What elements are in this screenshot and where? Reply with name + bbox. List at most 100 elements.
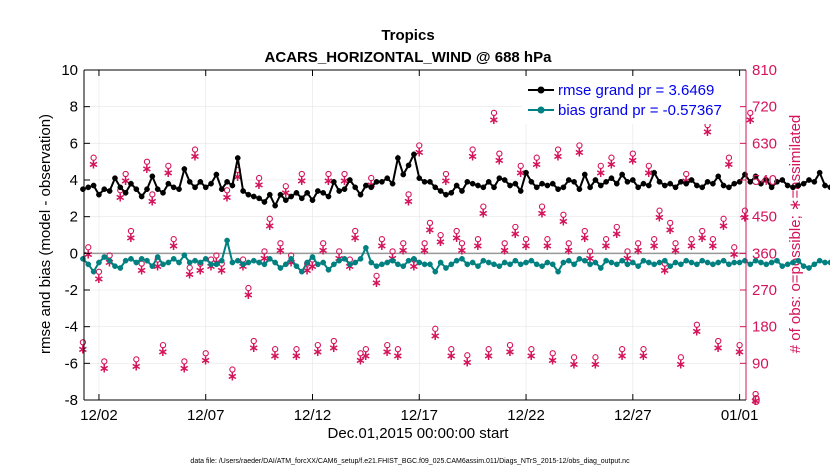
obs-possible-marker: [159, 341, 167, 349]
obs-count-point: ∗: [745, 109, 756, 128]
obs-count-point: ∗: [457, 240, 467, 258]
rmse-point: [256, 195, 262, 202]
bias-point: [624, 261, 631, 268]
obs-possible-marker: [378, 236, 386, 243]
bias-point: [325, 266, 332, 273]
obs-possible-marker: [635, 240, 642, 247]
bias-point: [678, 261, 684, 268]
obs-assimilated-marker: ∗: [339, 174, 350, 189]
obs-count-point: ∗: [627, 150, 638, 169]
legend-swatch-marker: [537, 86, 545, 94]
rmse-point: [768, 184, 775, 191]
rmse-point: [763, 177, 770, 183]
rmse-point: [277, 191, 284, 198]
rmse-point: [432, 184, 439, 191]
obs-count-point: ∗: [563, 240, 574, 258]
rmse-point: [747, 178, 754, 185]
obs-possible-marker: [213, 252, 220, 259]
rmse-point: [181, 166, 188, 172]
bias-point: [411, 255, 417, 262]
obs-count-point: ∗: [179, 358, 190, 376]
obs-count-point: ∗: [654, 207, 665, 226]
obs-assimilated-marker: ∗: [248, 341, 259, 356]
obs-possible-marker: [432, 325, 439, 332]
obs-count-point: ∗: [168, 236, 179, 254]
obs-possible-marker: [282, 183, 289, 190]
obs-possible-marker: [624, 248, 631, 255]
rmse-point: [437, 188, 444, 194]
obs-assimilated-marker: ∗: [168, 239, 179, 254]
obs-assimilated-marker: ∗: [227, 370, 238, 385]
bias-point: [96, 259, 102, 266]
rmse-point: [395, 155, 401, 161]
obs-assimilated-marker: ∗: [318, 243, 329, 258]
obs-count-point: ∗: [441, 170, 451, 189]
obs-assimilated-marker: ∗: [307, 260, 318, 275]
x-tick-label: 12/12: [294, 407, 332, 424]
obs-count-point: ∗: [328, 337, 339, 356]
obs-count-point: ∗: [750, 390, 761, 409]
obs-count-point: ∗: [446, 346, 457, 364]
rmse-point: [549, 180, 556, 187]
bias-point: [816, 257, 823, 264]
rmse-point: [336, 188, 343, 194]
obs-possible-marker: [314, 341, 321, 349]
obs-assimilated-marker: ∗: [328, 341, 339, 356]
bias-point: [106, 257, 113, 264]
bias-point: [528, 257, 535, 264]
bias-point: [629, 259, 636, 266]
obs-assimilated-marker: ∗: [505, 345, 516, 360]
obs-possible-marker: [725, 154, 733, 161]
obs-assimilated-marker: ∗: [376, 239, 387, 254]
obs-count-point: ∗: [435, 231, 446, 250]
obs-assimilated-marker: ∗: [259, 251, 270, 266]
rmse-point: [347, 177, 353, 183]
rmse-point: [800, 180, 807, 187]
obs-assimilated-marker: ∗: [686, 239, 697, 254]
obs-possible-marker: [656, 207, 663, 214]
obs-possible-marker: [133, 356, 140, 363]
bias-point: [613, 261, 620, 268]
bias-point: [117, 265, 124, 271]
obs-possible-marker: [400, 240, 407, 247]
obs-count-point: ∗: [510, 223, 521, 242]
bias-point: [533, 261, 540, 268]
bias-point: [779, 263, 786, 270]
obs-possible-marker: [741, 207, 749, 214]
obs-assimilated-marker: ∗: [77, 342, 88, 357]
obs-assimilated-marker: ∗: [232, 170, 243, 185]
bias-point: [282, 261, 289, 268]
obs-count-point: ∗: [537, 203, 548, 222]
obs-count-point: ∗: [670, 240, 681, 258]
obs-assimilated-marker: ∗: [510, 227, 521, 242]
bias-point: [272, 259, 278, 266]
bias-point: [133, 259, 140, 266]
obs-assimilated-marker: ∗: [382, 345, 393, 360]
obs-possible-marker: [101, 358, 108, 365]
bias-point: [768, 259, 775, 266]
obs-assimilated-marker: ∗: [147, 194, 158, 209]
obs-possible-marker: [453, 227, 460, 235]
obs-assimilated-marker: ∗: [633, 243, 644, 258]
rmse-point: [758, 180, 764, 187]
obs-count-point: ∗: [558, 211, 569, 230]
bias-point: [443, 265, 449, 271]
obs-possible-marker: [480, 203, 487, 210]
rmse-point: [795, 182, 802, 189]
obs-assimilated-marker: ∗: [563, 243, 574, 258]
obs-assimilated-marker: ∗: [569, 357, 580, 372]
obs-possible-marker: [261, 248, 268, 255]
obs-assimilated-marker: ∗: [601, 239, 612, 254]
obs-assimilated-marker: ∗: [254, 178, 265, 193]
obs-assimilated-marker: ∗: [659, 264, 670, 279]
bias-point: [128, 255, 134, 262]
obs-count-point: ∗: [254, 174, 265, 193]
obs-possible-marker: [506, 341, 514, 349]
y-right-tick-label: 540: [752, 172, 777, 189]
obs-possible-marker: [202, 350, 209, 357]
obs-possible-marker: [501, 240, 508, 247]
obs-assimilated-marker: ∗: [643, 166, 654, 181]
obs-count-point: ∗: [542, 236, 553, 254]
obs-assimilated-marker: ∗: [99, 361, 110, 376]
rmse-point: [581, 171, 588, 178]
